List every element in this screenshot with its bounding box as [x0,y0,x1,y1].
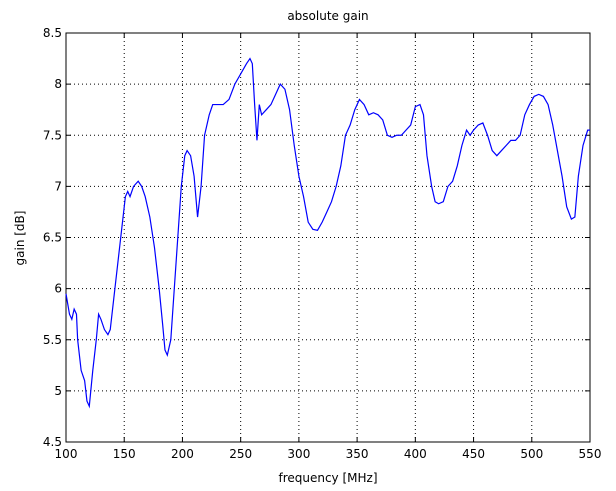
x-axis-label: frequency [MHz] [278,471,377,485]
y-tick-label: 7.5 [43,128,62,142]
y-axis-label: gain [dB] [13,211,27,266]
y-tick-label: 5 [54,384,62,398]
data-line [65,57,590,409]
y-tick-label: 8 [54,77,62,91]
y-tick-label: 7 [54,179,62,193]
x-tick-label: 250 [229,447,252,461]
y-tick-label: 6.5 [43,231,62,245]
x-tick-label: 550 [579,447,602,461]
x-tick-label: 400 [404,447,427,461]
plot-frame [65,32,591,443]
plot-area [66,33,590,442]
x-tick-label: 450 [462,447,485,461]
x-tick-label: 300 [287,447,310,461]
y-tick-label: 4.5 [43,435,62,449]
x-tick-label: 350 [346,447,369,461]
y-tick-label: 8.5 [43,26,62,40]
y-tick-label: 6 [54,282,62,296]
x-tick-label: 200 [171,447,194,461]
x-tick-label: 150 [113,447,136,461]
x-tick-label: 500 [520,447,543,461]
x-tick-label: 100 [55,447,78,461]
chart-title: absolute gain [287,9,368,23]
y-tick-label: 5.5 [43,333,62,347]
